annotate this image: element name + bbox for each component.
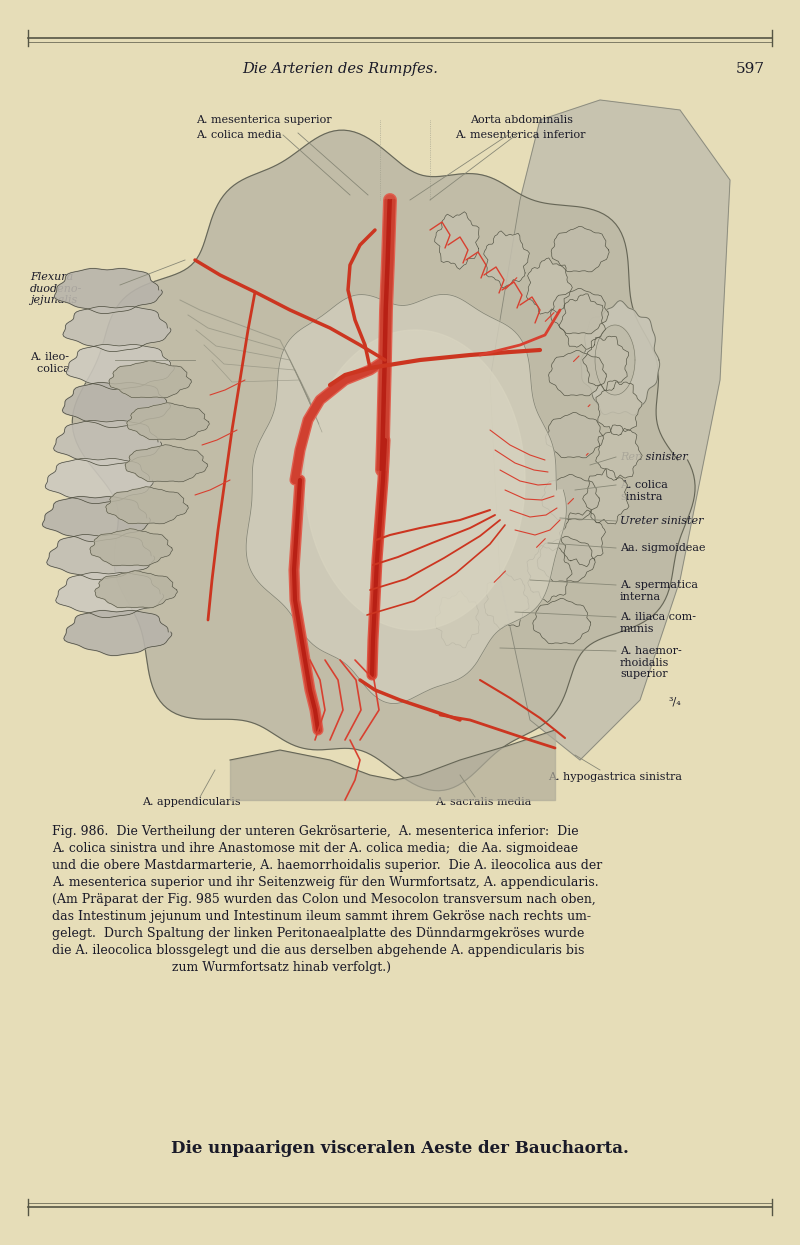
Polygon shape	[246, 294, 566, 703]
Polygon shape	[551, 227, 609, 271]
Polygon shape	[559, 294, 606, 350]
Polygon shape	[581, 301, 660, 415]
Polygon shape	[542, 474, 599, 520]
Polygon shape	[106, 487, 188, 524]
Text: zum Wurmfortsatz hinab verfolgt.): zum Wurmfortsatz hinab verfolgt.)	[52, 961, 391, 974]
Text: A. ileo-
  colica: A. ileo- colica	[30, 352, 70, 374]
Polygon shape	[66, 345, 174, 390]
Polygon shape	[46, 534, 155, 580]
Text: und die obere Mastdarmarterie, A. haemorrhoidalis superior.  Die A. ileocolica a: und die obere Mastdarmarterie, A. haemor…	[52, 859, 602, 872]
Polygon shape	[582, 336, 629, 391]
Polygon shape	[72, 131, 695, 791]
Text: A. iliaca com-
munis: A. iliaca com- munis	[620, 613, 696, 634]
Text: Fig. 986.  Die Vertheilung der unteren Gekrösarterie,  A. mesenterica inferior: : Fig. 986. Die Vertheilung der unteren Ge…	[52, 825, 578, 838]
Text: Die Arterien des Rumpfes.: Die Arterien des Rumpfes.	[242, 62, 438, 76]
Polygon shape	[90, 529, 173, 565]
Polygon shape	[549, 350, 606, 396]
Text: A. mesenterica superior und ihr Seitenzweig für den Wurmfortsatz, A. appendicula: A. mesenterica superior und ihr Seitenzw…	[52, 876, 598, 889]
Polygon shape	[54, 269, 162, 314]
Polygon shape	[434, 212, 479, 269]
Text: Die unpaarigen visceralen Aeste der Bauchaorta.: Die unpaarigen visceralen Aeste der Bauc…	[171, 1140, 629, 1157]
Polygon shape	[64, 610, 172, 656]
Text: Aa. sigmoideae: Aa. sigmoideae	[620, 543, 706, 553]
Text: die A. ileocolica blossgelegt und die aus derselben abgehende A. appendicularis : die A. ileocolica blossgelegt und die au…	[52, 944, 584, 957]
Polygon shape	[42, 497, 150, 542]
Polygon shape	[596, 425, 642, 481]
Polygon shape	[63, 306, 171, 351]
Text: A. hypogastrica sinistra: A. hypogastrica sinistra	[548, 772, 682, 782]
Polygon shape	[527, 545, 572, 603]
Polygon shape	[305, 330, 525, 630]
Polygon shape	[559, 510, 606, 566]
Polygon shape	[490, 100, 730, 759]
Polygon shape	[484, 571, 529, 629]
Text: (Am Präparat der Fig. 985 wurden das Colon und Mesocolon transversum nach oben,: (Am Präparat der Fig. 985 wurden das Col…	[52, 893, 596, 906]
Polygon shape	[125, 444, 208, 482]
Polygon shape	[435, 590, 479, 647]
Text: A. appendicularis: A. appendicularis	[142, 797, 241, 807]
Text: A. spermatica
interna: A. spermatica interna	[620, 580, 698, 601]
Polygon shape	[596, 380, 642, 436]
Text: Ren sinister: Ren sinister	[620, 452, 688, 462]
Text: A. sacralis media: A. sacralis media	[435, 797, 531, 807]
Polygon shape	[56, 573, 164, 618]
Polygon shape	[126, 402, 210, 439]
Text: gelegt.  Durch Spaltung der linken Peritonaealplatte des Dünndarmgekröses wurde: gelegt. Durch Spaltung der linken Perito…	[52, 928, 584, 940]
Text: A. colica sinistra und ihre Anastomose mit der A. colica media;  die Aa. sigmoid: A. colica sinistra und ihre Anastomose m…	[52, 842, 578, 855]
Text: A. colica media: A. colica media	[196, 129, 282, 139]
Text: A. colica
sinistra: A. colica sinistra	[620, 481, 668, 502]
Text: Flexura
duodeno-
jejunalis: Flexura duodeno- jejunalis	[30, 271, 82, 305]
Polygon shape	[550, 289, 609, 334]
Text: 597: 597	[736, 62, 765, 76]
Polygon shape	[54, 421, 162, 466]
Polygon shape	[62, 382, 170, 427]
Text: A. mesenterica superior: A. mesenterica superior	[196, 115, 332, 124]
Polygon shape	[109, 361, 191, 398]
Text: A. haemor-
rhoidalis
superior: A. haemor- rhoidalis superior	[620, 646, 682, 680]
Polygon shape	[582, 468, 629, 524]
Polygon shape	[94, 570, 178, 608]
Polygon shape	[526, 258, 572, 314]
Polygon shape	[46, 458, 154, 504]
Polygon shape	[595, 325, 635, 395]
Polygon shape	[533, 599, 590, 644]
Text: Ureter sinister: Ureter sinister	[620, 515, 703, 525]
Polygon shape	[546, 412, 603, 458]
Text: A. mesenterica inferior: A. mesenterica inferior	[455, 129, 586, 139]
Polygon shape	[538, 537, 595, 581]
Polygon shape	[484, 230, 530, 288]
Text: Aorta abdominalis: Aorta abdominalis	[470, 115, 573, 124]
Text: das Intestinum jejunum und Intestinum ileum sammt ihrem Gekröse nach rechts um-: das Intestinum jejunum und Intestinum il…	[52, 910, 591, 923]
Text: ³/₄: ³/₄	[668, 696, 681, 706]
